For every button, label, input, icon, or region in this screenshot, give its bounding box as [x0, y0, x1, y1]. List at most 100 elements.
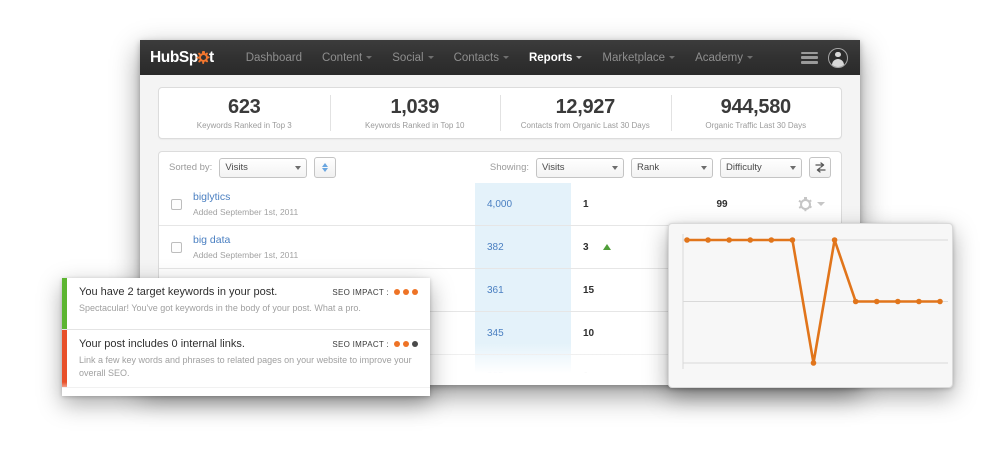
seo-item-description: Spectacular! You've got keywords in the … [79, 303, 361, 313]
stat-value: 944,580 [720, 95, 792, 118]
stat-keywords-top-10: 1,039 Keywords Ranked in Top 10 [329, 88, 501, 138]
seo-item-description: Link a few key words and phrases to rela… [79, 355, 412, 379]
user-avatar-icon[interactable] [828, 47, 848, 68]
stat-label: Keywords Ranked in Top 10 [365, 120, 465, 130]
nav-item-contacts[interactable]: Contacts [444, 48, 519, 68]
stat-label: Contacts from Organic Last 30 Days [520, 120, 650, 130]
impact-dot [403, 341, 409, 347]
showing-visits-value: Visits [542, 162, 565, 173]
seo-suggestion-item: You have 2 target keywords in your post.… [62, 278, 430, 330]
swap-columns-icon [814, 162, 826, 173]
sorted-by-value: Visits [225, 162, 248, 173]
impact-dot [412, 289, 418, 295]
top-navigation-bar: HubSp t Dashboard Content Social Contacts [140, 40, 860, 75]
difficulty-cell: 99 [716, 198, 728, 210]
chevron-down-icon [576, 56, 583, 59]
keyword-link[interactable]: big data [193, 234, 231, 247]
sorted-by-select[interactable]: Visits [219, 157, 308, 178]
stat-contacts-from-organic: 12,927 Contacts from Organic Last 30 Day… [500, 88, 671, 138]
chevron-down-icon [295, 165, 302, 170]
visits-cell[interactable]: 285 [487, 371, 504, 382]
rank-trend-line-chart [681, 232, 952, 373]
seo-item-body: You have 2 target keywords in your post.… [67, 278, 430, 329]
rank-cell: 1 [571, 371, 663, 382]
gear-icon[interactable] [798, 196, 813, 212]
stat-organic-traffic: 944,580 Organic Traffic Last 30 Days [670, 88, 842, 138]
table-toolbar: Sorted by: Visits Showing: Visits Rank [158, 151, 842, 183]
nav-item-label: Reports [528, 51, 573, 64]
showing-rank-select[interactable]: Rank [631, 157, 713, 178]
rank-value: 1 [583, 198, 589, 210]
nav-item-reports[interactable]: Reports [519, 48, 592, 68]
visits-cell[interactable]: 382 [487, 241, 504, 253]
stat-value: 12,927 [555, 95, 616, 118]
nav-items: Dashboard Content Social Contacts Report… [236, 48, 801, 68]
chevron-down-icon [701, 165, 707, 170]
hamburger-icon[interactable] [801, 51, 818, 64]
seo-impact-label: SEO IMPACT : [332, 340, 389, 349]
seo-status-bar-red [62, 330, 67, 388]
swap-columns-button[interactable] [809, 157, 831, 178]
stat-label: Keywords Ranked in Top 3 [196, 120, 292, 130]
rank-cell: 15 [571, 285, 663, 296]
showing-label: Showing: [489, 162, 529, 173]
chevron-down-icon [790, 165, 796, 170]
nav-item-content[interactable]: Content [312, 48, 382, 68]
seo-item-title: You have 2 target keywords in your post. [79, 286, 278, 298]
nav-right-actions [801, 47, 848, 68]
nav-item-dashboard[interactable]: Dashboard [236, 48, 312, 68]
row-checkbox[interactable] [170, 241, 182, 253]
chevron-down-icon [747, 56, 753, 59]
stats-summary-bar: 623 Keywords Ranked in Top 3 1,039 Keywo… [158, 87, 842, 139]
rank-value: 1 [583, 371, 589, 382]
nav-item-label: Marketplace [602, 51, 666, 64]
showing-visits-select[interactable]: Visits [536, 157, 624, 178]
seo-item-body: Your post includes 0 internal links. SEO… [67, 330, 430, 387]
impact-dot [394, 289, 400, 295]
chevron-down-icon [366, 56, 373, 59]
showing-difficulty-value: Difficulty [726, 162, 762, 173]
showing-difficulty-select[interactable]: Difficulty [720, 157, 802, 178]
stat-value: 1,039 [390, 95, 440, 118]
nav-item-marketplace[interactable]: Marketplace [592, 48, 685, 68]
impact-dot [403, 289, 409, 295]
seo-impact-label: SEO IMPACT : [332, 288, 389, 297]
showing-rank-value: Rank [637, 162, 660, 173]
seo-item-header: You have 2 target keywords in your post.… [79, 286, 418, 298]
keyword-added-date: Added September 1st, 2011 [193, 206, 299, 217]
nav-item-label: Contacts [453, 51, 499, 64]
logo-text-prefix: HubSp [150, 48, 198, 66]
seo-item-header: Your post includes 0 internal links. SEO… [79, 338, 418, 350]
seo-impact-dots [394, 341, 418, 347]
seo-impact-dots [394, 289, 418, 295]
chevron-down-icon[interactable] [817, 202, 825, 206]
rank-cell: 10 [571, 328, 663, 339]
seo-suggestions-panel: You have 2 target keywords in your post.… [62, 278, 430, 396]
visits-cell[interactable]: 361 [487, 284, 504, 296]
visits-cell[interactable]: 4,000 [487, 198, 513, 210]
nav-item-social[interactable]: Social [382, 48, 443, 68]
nav-item-academy[interactable]: Academy [685, 48, 763, 68]
sort-updown-icon [322, 162, 329, 173]
keyword-link[interactable]: biglytics [193, 191, 231, 204]
impact-dot [394, 341, 400, 347]
stat-value: 623 [228, 95, 261, 118]
seo-suggestion-item: Your post includes 0 internal links. SEO… [62, 330, 430, 389]
nav-item-label: Dashboard [245, 51, 302, 64]
keyword-added-date: Added September 1st, 2011 [193, 249, 299, 260]
impact-dot [412, 341, 418, 347]
seo-item-title: Your post includes 0 internal links. [79, 338, 245, 350]
sort-direction-button[interactable] [314, 157, 337, 178]
chevron-down-icon [502, 56, 509, 59]
row-checkbox-cell [159, 241, 193, 253]
rank-value: 10 [583, 327, 595, 339]
seo-status-bar-green [62, 278, 67, 329]
logo-text-suffix: t [208, 48, 214, 66]
nav-item-label: Academy [695, 51, 743, 64]
chevron-down-icon [669, 56, 676, 59]
row-checkbox[interactable] [170, 198, 182, 210]
visits-cell[interactable]: 345 [487, 327, 504, 339]
hubspot-logo[interactable]: HubSp t [150, 49, 214, 67]
table-row[interactable]: biglytics Added September 1st, 2011 4,00… [159, 183, 841, 226]
